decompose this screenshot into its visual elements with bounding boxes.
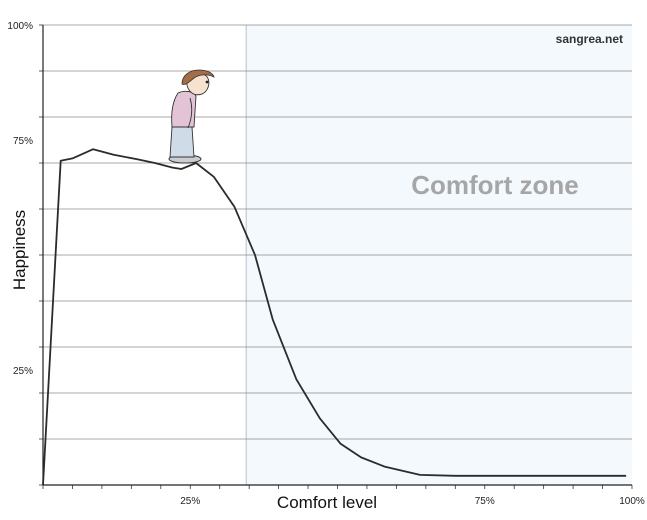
series-line-0: [42, 148, 627, 486]
y-tick-labels: 25% 75% 100%: [7, 21, 33, 377]
y-tick-label-0: 25%: [13, 366, 33, 377]
x-axis-title: Comfort level: [277, 493, 377, 512]
y-tick-label-1: 75%: [13, 136, 33, 147]
y-axis-title: Happiness: [10, 210, 29, 290]
x-tick-label-0: 25%: [180, 496, 200, 507]
x-tick-label-2: 100%: [619, 496, 645, 507]
person-on-cliff-edge-icon: [168, 69, 215, 164]
figure-eye: [205, 80, 209, 84]
figure-arm: [187, 97, 193, 129]
x-tick-label-1: 75%: [475, 496, 495, 507]
minor-ticks: [39, 24, 633, 489]
y-tick-label-2: 100%: [7, 21, 33, 32]
figure-legs: [169, 126, 195, 158]
figure-hair: [181, 69, 215, 85]
x-tick-labels: 25% 75% 100%: [180, 496, 645, 507]
comfort-zone-label: Comfort zone: [411, 170, 579, 200]
series-group: [42, 148, 627, 486]
watermark: sangrea.net: [556, 32, 623, 46]
figure-torso: [171, 90, 197, 128]
